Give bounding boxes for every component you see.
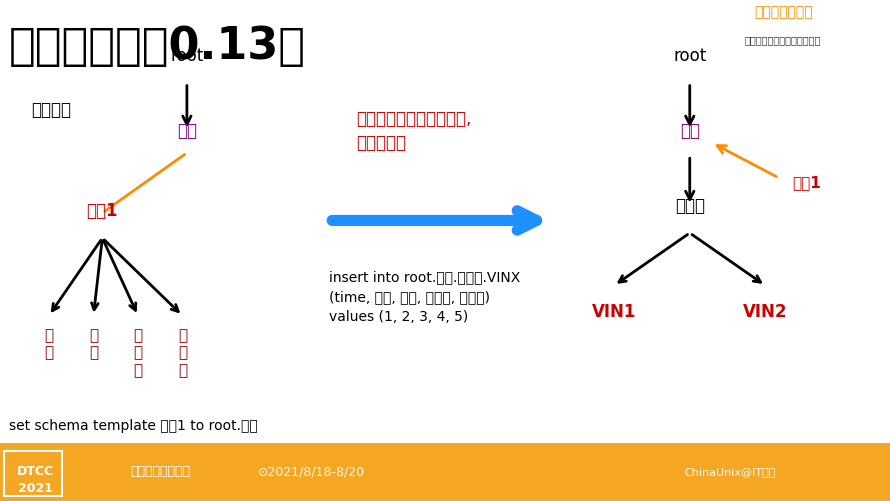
Text: VIN1: VIN1 xyxy=(592,303,636,321)
Text: 北京国际会议中心: 北京国际会议中心 xyxy=(130,465,190,478)
Text: 挂载模板: 挂载模板 xyxy=(31,101,71,119)
Text: 角
速
度: 角 速 度 xyxy=(178,328,187,378)
Text: 油
量: 油 量 xyxy=(89,328,98,361)
Text: 模板对下层所有实体生效,
不允许嵌套: 模板对下层所有实体生效, 不允许嵌套 xyxy=(356,110,472,152)
Text: 北京: 北京 xyxy=(177,122,197,140)
Text: 北京: 北京 xyxy=(680,122,700,140)
Text: 数｜造｜未｜来: 数｜造｜未｜来 xyxy=(754,5,813,19)
Text: 第十二届中国数据库技术大会: 第十二届中国数据库技术大会 xyxy=(745,35,821,45)
Text: root: root xyxy=(673,47,707,65)
Text: VIN2: VIN2 xyxy=(743,303,788,321)
Text: 2021: 2021 xyxy=(18,482,53,495)
Text: ⊙2021/8/18-8/20: ⊙2021/8/18-8/20 xyxy=(258,465,365,478)
Text: root: root xyxy=(170,47,204,65)
Text: ChinaUnix@IT博客: ChinaUnix@IT博客 xyxy=(684,467,775,477)
Text: set schema template 模板1 to root.北京: set schema template 模板1 to root.北京 xyxy=(9,419,257,433)
Text: 模板1: 模板1 xyxy=(792,175,821,190)
Text: 加
速
度: 加 速 度 xyxy=(134,328,142,378)
Text: 燃油车: 燃油车 xyxy=(675,197,705,215)
Text: 速
度: 速 度 xyxy=(44,328,53,361)
Text: insert into root.北京.燃油车.VINX
(time, 速度, 油量, 加速度, 角速度)
values (1, 2, 3, 4, 5): insert into root.北京.燃油车.VINX (time, 速度, … xyxy=(329,271,521,324)
Text: DTCC: DTCC xyxy=(17,465,54,478)
Text: 模板1: 模板1 xyxy=(86,202,118,220)
FancyBboxPatch shape xyxy=(0,443,890,501)
Text: 物理量模板（0.13）: 物理量模板（0.13） xyxy=(9,25,306,68)
